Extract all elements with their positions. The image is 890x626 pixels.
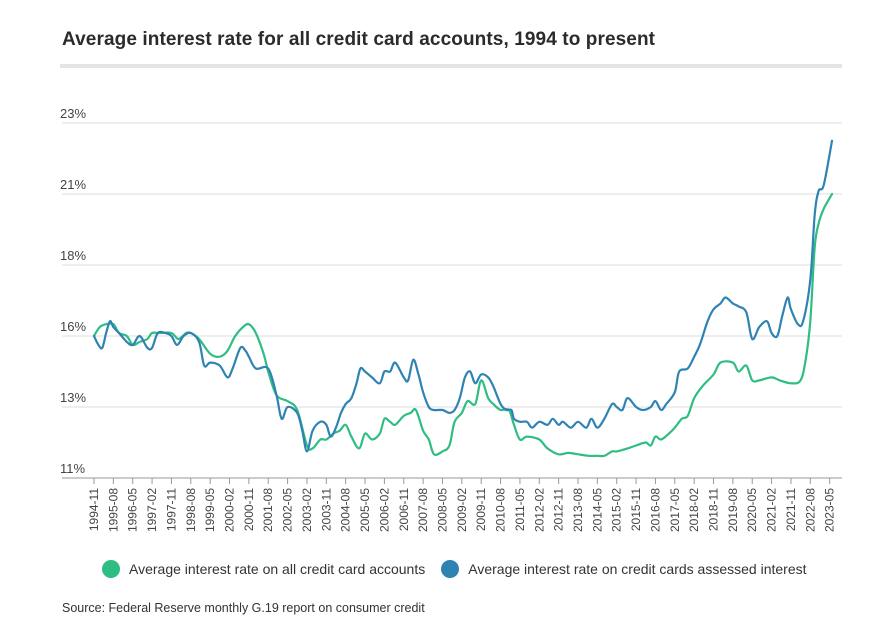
x-tick-label: 2009-02 — [455, 488, 469, 532]
x-tick-label: 2019-08 — [726, 488, 740, 532]
x-tick-label: 1997-11 — [164, 488, 178, 531]
x-tick-label: 2002-05 — [281, 488, 295, 532]
legend-label-assessed-interest: Average interest rate on credit cards as… — [468, 561, 807, 577]
x-tick-label: 1999-05 — [203, 488, 217, 532]
chart-legend: Average interest rate on all credit card… — [102, 560, 823, 578]
x-tick-label: 2006-11 — [397, 488, 411, 531]
x-tick-label: 2021-02 — [765, 488, 779, 532]
x-tick-label: 2009-11 — [474, 488, 488, 531]
x-tick-label: 2017-05 — [668, 488, 682, 532]
x-tick-label: 2006-02 — [377, 488, 391, 532]
y-tick-label: 23% — [60, 106, 86, 121]
x-tick-label: 2018-02 — [687, 488, 701, 532]
title-divider — [60, 64, 842, 68]
legend-swatch-all-accounts — [102, 560, 120, 578]
x-tick-label: 2016-08 — [648, 488, 662, 532]
x-tick-label: 2015-11 — [629, 488, 643, 531]
y-tick-label: 21% — [60, 177, 86, 192]
y-tick-label: 11% — [60, 461, 85, 476]
x-tick-label: 2020-05 — [745, 488, 759, 532]
x-tick-label: 2004-08 — [339, 488, 353, 532]
x-tick-label: 2015-02 — [610, 488, 624, 532]
x-tick-label: 2000-02 — [223, 488, 237, 532]
legend-swatch-assessed-interest — [441, 560, 460, 578]
x-tick-label: 2003-02 — [300, 488, 314, 532]
series-line-assessed-interest — [92, 139, 834, 453]
x-tick-label: 2012-02 — [532, 488, 546, 532]
chart-title: Average interest rate for all credit car… — [62, 29, 656, 50]
x-tick-label: 2008-05 — [435, 488, 449, 532]
x-tick-label: 2012-11 — [552, 488, 566, 531]
x-tick-label: 1996-05 — [126, 488, 140, 532]
x-tick-label: 2007-08 — [416, 488, 430, 532]
x-tick-label: 2022-08 — [803, 488, 817, 532]
x-tick-label: 1998-08 — [184, 488, 198, 532]
x-tick-label: 1997-02 — [145, 488, 159, 532]
x-tick-label: 1995-08 — [106, 488, 120, 532]
x-tick-label: 2010-08 — [494, 488, 508, 532]
legend-label-all-accounts: Average interest rate on all credit card… — [129, 561, 426, 577]
legend-item-all-accounts: Average interest rate on all credit card… — [102, 560, 425, 578]
source-note: Source: Federal Reserve monthly G.19 rep… — [62, 601, 425, 615]
x-tick-label: 2001-08 — [261, 488, 275, 532]
y-tick-label: 13% — [60, 390, 86, 405]
x-tick-label: 2018-11 — [707, 488, 721, 531]
y-tick-label: 18% — [60, 248, 86, 263]
series-line-all-accounts — [92, 192, 834, 458]
x-tick-label: 2013-08 — [571, 488, 585, 532]
x-tick-label: 2003-11 — [319, 488, 333, 531]
x-tick-label: 2014-05 — [590, 488, 604, 532]
legend-item-assessed-interest: Average interest rate on credit cards as… — [441, 560, 807, 578]
x-tick-label: 2011-05 — [513, 488, 527, 531]
x-tick-label: 2000-11 — [242, 488, 256, 531]
x-tick-label: 2021-11 — [784, 488, 798, 531]
x-tick-label: 2023-05 — [823, 488, 837, 532]
x-tick-label: 2005-05 — [358, 488, 372, 532]
x-tick-label: 1994-11 — [87, 488, 101, 531]
y-tick-label: 16% — [60, 319, 86, 334]
